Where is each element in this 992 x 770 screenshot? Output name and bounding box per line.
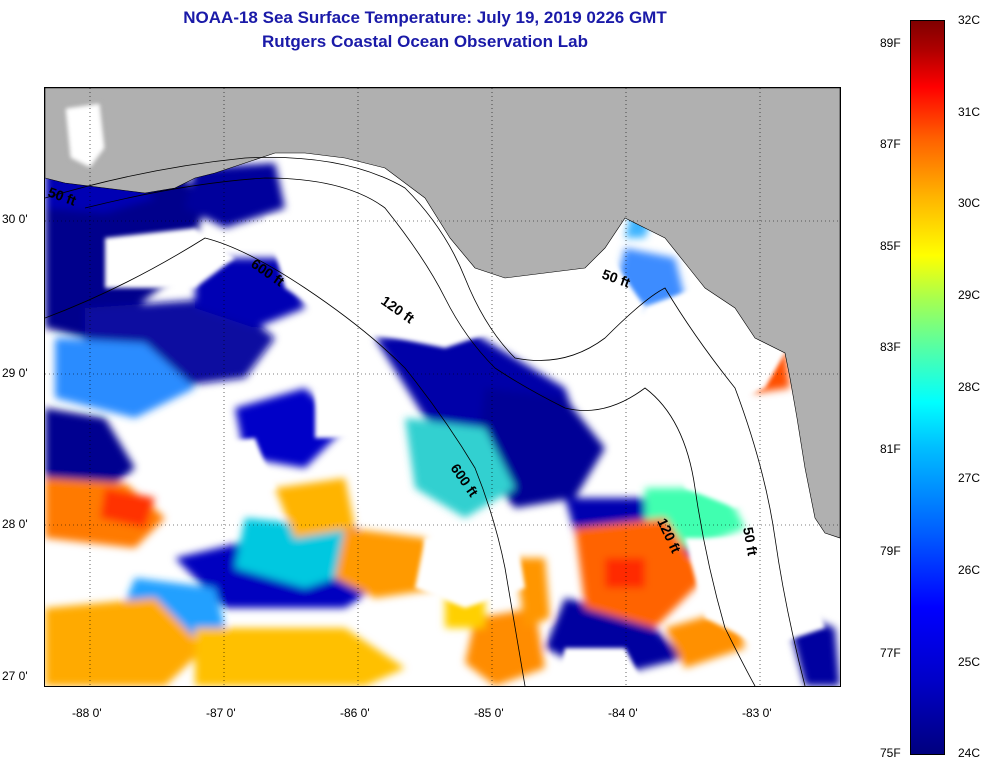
colorbar-label-c: 26C xyxy=(958,563,981,577)
colorbar-label-c: 27C xyxy=(958,471,981,485)
colorbar-label-c: 24C xyxy=(958,746,981,760)
contour-label: 50 ft xyxy=(740,526,761,557)
lon-label: -87 0' xyxy=(206,706,236,720)
lat-label: 28 0' xyxy=(2,517,28,531)
colorbar-label-f: 79F xyxy=(880,544,901,558)
colorbar-label-f: 87F xyxy=(880,137,901,151)
colorbar-label-c: 31C xyxy=(958,105,981,119)
lon-label: -86 0' xyxy=(340,706,370,720)
colorbar xyxy=(910,20,945,755)
lat-label: 29 0' xyxy=(2,366,28,380)
map-subtitle: Rutgers Coastal Ocean Observation Lab xyxy=(262,32,588,51)
land-mass xyxy=(45,88,840,539)
colorbar-label-c: 25C xyxy=(958,655,981,669)
cloud-mask xyxy=(105,208,825,686)
depth-contours xyxy=(45,157,806,686)
lon-label: -88 0' xyxy=(72,706,102,720)
lon-label: -84 0' xyxy=(608,706,638,720)
colorbar-label-c: 29C xyxy=(958,288,981,302)
lon-label: -83 0' xyxy=(742,706,772,720)
lat-label: 27 0' xyxy=(2,669,28,683)
colorbar-label-c: 30C xyxy=(958,196,981,210)
colorbar-label-f: 89F xyxy=(880,36,901,50)
sst-map: 50 ft 600 ft 120 ft 50 ft 600 ft 120 ft … xyxy=(44,87,841,687)
colorbar-label-f: 81F xyxy=(880,442,901,456)
colorbar-label-c: 32C xyxy=(958,13,981,27)
map-title: NOAA-18 Sea Surface Temperature: July 19… xyxy=(183,8,667,27)
colorbar-label-f: 85F xyxy=(880,239,901,253)
colorbar-label-f: 77F xyxy=(880,646,901,660)
colorbar-label-f: 75F xyxy=(880,746,901,760)
graticule xyxy=(45,88,840,686)
colorbar-label-c: 28C xyxy=(958,380,981,394)
lat-label: 30 0' xyxy=(2,212,28,226)
lon-label: -85 0' xyxy=(474,706,504,720)
colorbar-label-f: 83F xyxy=(880,340,901,354)
